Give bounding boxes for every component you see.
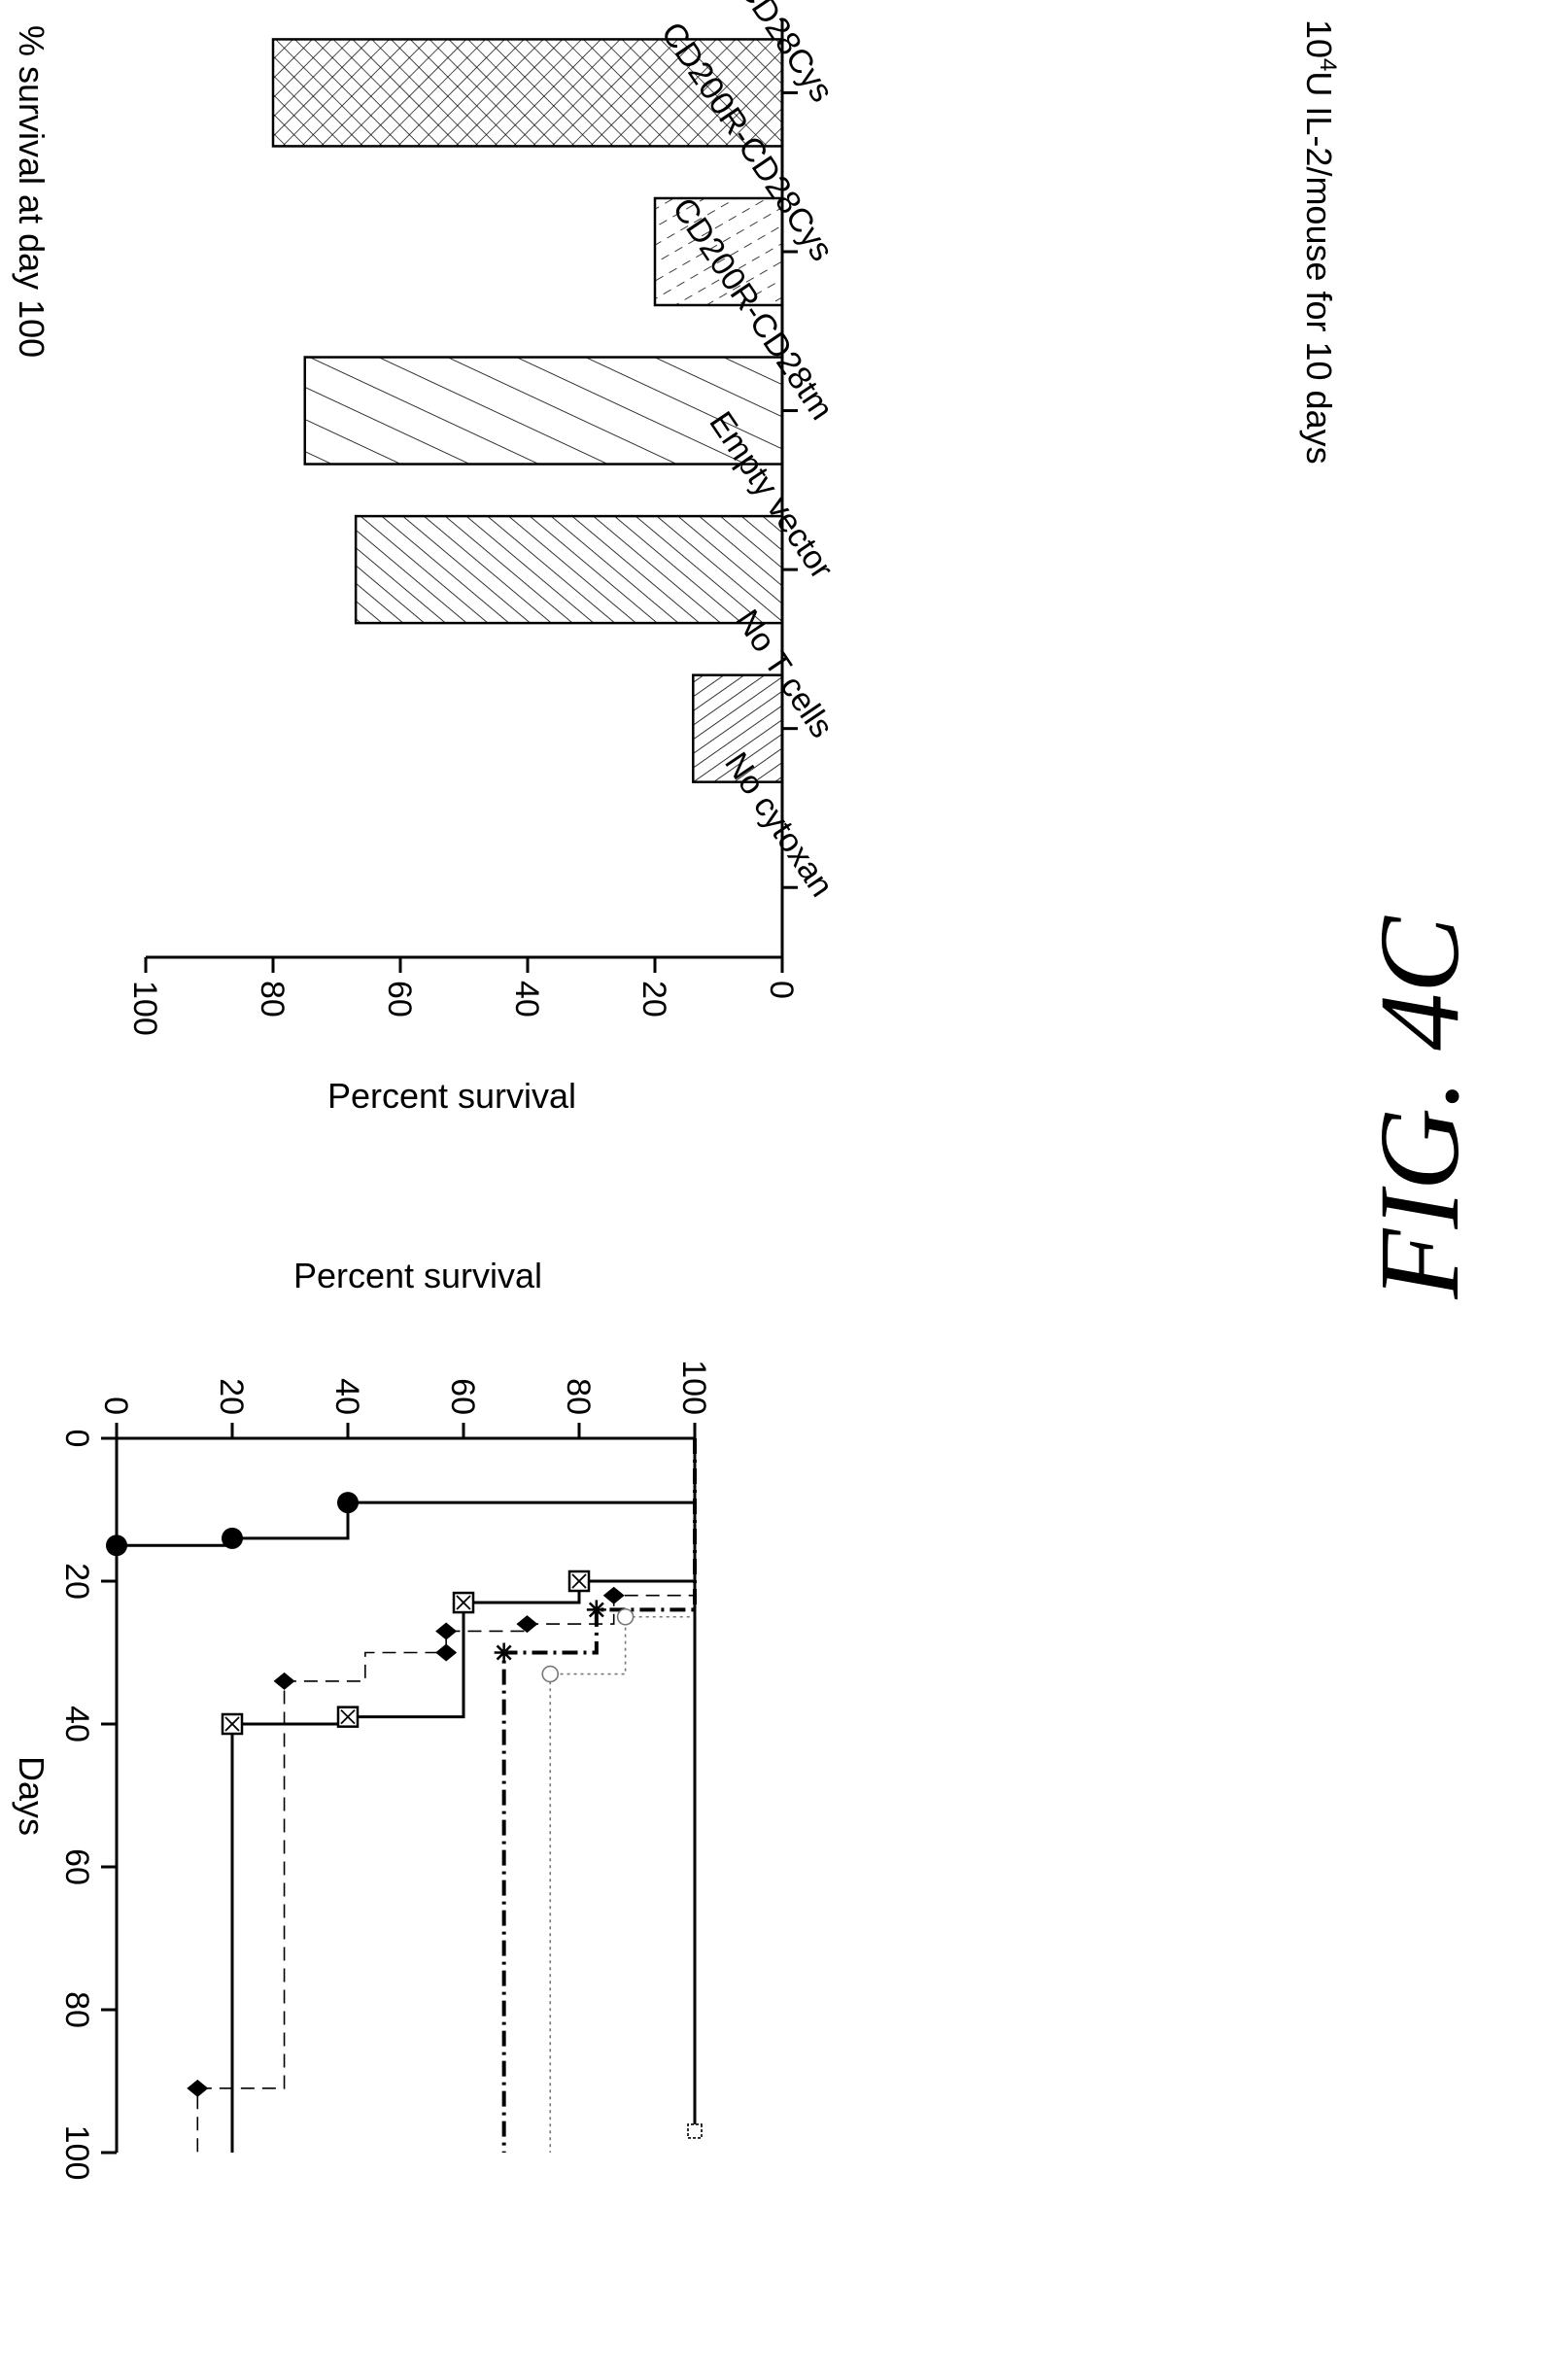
chart-title: % survival at day 100 [12,25,52,358]
series-2-marker [435,1622,458,1640]
marker-stroke [571,1573,587,1589]
x-axis: 0 20 40 60 80 100 [58,1430,119,2181]
series-3-marker [494,1642,514,1663]
marker-stroke [456,1595,471,1610]
y-tick-label: 60 [381,981,418,1018]
marker-shape [541,1665,560,1683]
x-tick-label: 40 [58,1706,95,1742]
x-axis-label-base: 10 [1299,19,1339,58]
y-axis: 0 20 40 60 80 100 [126,955,800,1036]
x-tick-label: 60 [58,1848,95,1885]
series-line-5 [230,1438,697,2153]
series-line-4 [549,1438,696,2153]
y-tick-label: 100 [126,981,163,1036]
series-line-1 [117,1438,697,1547]
x-axis-label-rest: U IL-2/mouse for 10 days [1299,71,1339,464]
x-tick-label: 80 [58,1991,95,2028]
y-tick-label: 80 [560,1378,597,1415]
series-4-marker [541,1665,560,1683]
series-2-marker [516,1615,538,1634]
y-tick-label: 20 [213,1378,250,1415]
series-6-marker [687,2123,703,2139]
series-line-3 [501,1438,697,2153]
marker-shape [516,1615,538,1634]
survival-bar-chart: % survival at day 100 0 20 40 60 80 100 Perce… [12,0,1341,1116]
y-tick-label: 40 [508,981,545,1018]
marker-shape [616,1607,635,1626]
bar-3 [354,514,784,625]
series-5-marker [336,1706,360,1728]
series-2-marker [602,1586,625,1604]
series-5-marker [221,1712,244,1736]
marker-stroke [224,1716,240,1732]
marker-stroke [588,1602,604,1618]
series-4-marker [616,1607,635,1626]
marker-shape [222,1527,243,1549]
series-5-marker [452,1591,475,1614]
x-axis [780,19,798,957]
x-axis-label: Days [12,1756,52,1836]
marker-shape [602,1586,625,1604]
y-tick-label: 0 [97,1397,134,1415]
x-tick-label: 100 [58,2125,95,2181]
figure-label: FIG. 4C [1356,915,1483,1300]
bar-2 [692,673,784,783]
series-line-2 [196,1438,696,2153]
bar-4 [303,356,784,466]
marker-shape [435,1622,458,1640]
series-1-marker [337,1492,359,1514]
x-tick-label: 0 [58,1430,95,1448]
x-axis-label-exponent: 4 [1315,58,1341,71]
y-tick-label: 60 [444,1378,481,1415]
marker-stroke [496,1644,512,1661]
bar-6 [271,38,784,148]
marker-shape [187,2079,209,2097]
y-axis-label: Percent survival [293,1256,542,1295]
marker-shape [687,2123,703,2139]
marker-shape [273,1672,295,1690]
y-tick-label: 0 [763,981,800,999]
y-tick-label: 100 [675,1360,712,1415]
marker-shape [337,1492,359,1514]
marker-shape [435,1643,458,1662]
x-tick-label: 20 [58,1563,95,1600]
marker-shape [106,1535,127,1557]
survival-line-chart: 0 20 40 60 80 100 0 20 40 60 80 100 Percent surviv… [12,1256,712,2181]
y-tick-label: 20 [635,981,672,1018]
bar-5 [653,196,784,307]
x-axis-label: 104U IL-2/mouse for 10 days [1299,19,1341,465]
y-axis-label: Percent survival [327,1076,576,1116]
marker-stroke [340,1709,356,1725]
series-1-marker [222,1527,243,1549]
series-5-marker [567,1569,591,1593]
y-axis: 0 20 40 60 80 100 [97,1360,712,1440]
y-tick-label: 40 [328,1378,365,1415]
series-1-marker [106,1535,127,1557]
series-2-marker [435,1643,458,1662]
series-2-marker [187,2079,209,2097]
series-2-marker [273,1672,295,1690]
series-3-marker [586,1600,606,1620]
y-tick-label: 80 [254,981,291,1018]
